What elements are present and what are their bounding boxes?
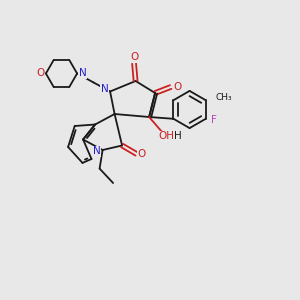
Text: N: N	[79, 68, 86, 79]
Text: F: F	[211, 115, 217, 125]
Text: O: O	[36, 68, 45, 79]
Text: O: O	[138, 149, 146, 159]
Text: OH: OH	[158, 131, 174, 141]
Text: N: N	[93, 146, 101, 157]
Text: O: O	[130, 52, 138, 62]
Text: N: N	[101, 83, 109, 94]
Text: H: H	[174, 131, 182, 141]
Text: CH₃: CH₃	[215, 93, 232, 102]
Text: O: O	[173, 82, 182, 92]
